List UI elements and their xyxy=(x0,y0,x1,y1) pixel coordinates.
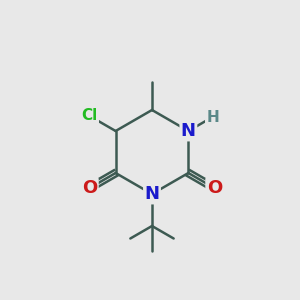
Text: O: O xyxy=(207,179,222,197)
Text: Cl: Cl xyxy=(82,109,98,124)
Text: O: O xyxy=(82,179,97,197)
Text: N: N xyxy=(145,185,160,203)
Text: H: H xyxy=(206,110,219,124)
Text: N: N xyxy=(181,122,196,140)
